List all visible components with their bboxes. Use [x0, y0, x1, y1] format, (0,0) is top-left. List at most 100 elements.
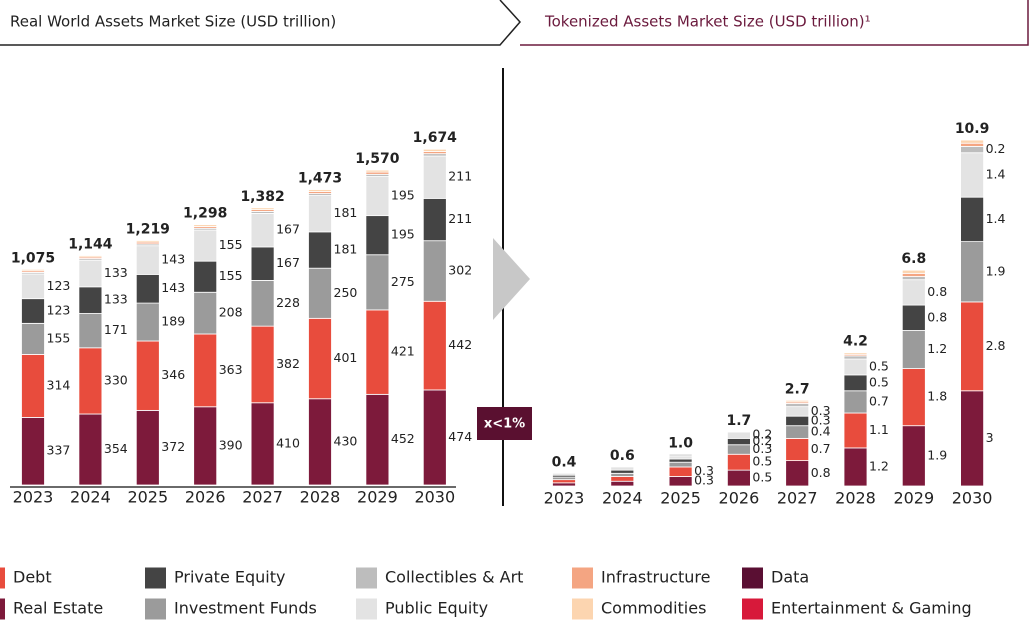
segment-label: 0.5: [869, 374, 889, 389]
segment-label: 250: [334, 285, 358, 300]
bar-segment: [668, 455, 693, 460]
segment-label: 1.9: [927, 447, 947, 462]
bar-segment: [21, 322, 45, 355]
legend-label: Private Equity: [174, 568, 285, 587]
bar-segment: [668, 453, 693, 457]
segment-label: 181: [334, 242, 358, 257]
segment-label: 0.5: [752, 454, 772, 469]
bar-segment: [901, 368, 926, 427]
segment-label: 133: [104, 292, 128, 307]
bar-segment: [960, 196, 984, 243]
segment-label: 211: [448, 211, 472, 226]
segment-label: 1.2: [927, 341, 947, 356]
segment-label: 442: [448, 337, 472, 352]
segment-label: 0.8: [927, 309, 947, 324]
bar-segment: [250, 246, 275, 281]
x-tick-label: 2029: [893, 489, 934, 508]
segment-label: 430: [334, 433, 358, 448]
total-label: 10.9: [955, 121, 990, 137]
chart: 0.420230.620240.30.31.020250.50.50.30.20…: [544, 121, 1006, 507]
segment-label: 354: [104, 441, 128, 456]
legend-swatch: [356, 598, 377, 620]
bar-segment: [785, 425, 810, 439]
x-tick-label: 2023: [544, 489, 585, 508]
x-tick-label: 2030: [952, 489, 993, 508]
segment-label: 330: [104, 372, 128, 387]
segment-label: 0.7: [869, 393, 889, 408]
segment-label: 143: [161, 280, 185, 295]
segment-label: 0.7: [811, 441, 831, 456]
bar-segment: [727, 469, 751, 487]
bar-segment: [78, 347, 103, 415]
bar-segment: [901, 276, 926, 281]
legend-label: Commodities: [601, 599, 706, 618]
legend-swatch: [0, 598, 5, 620]
bar-segment: [901, 272, 926, 277]
x-tick-label: 2028: [300, 488, 341, 507]
legend-label: Debt: [13, 568, 52, 587]
bar-segment: [78, 259, 103, 288]
bar-segment: [422, 155, 447, 199]
bar-segment: [901, 330, 926, 369]
bar-segment: [308, 231, 332, 269]
total-label: 1,144: [68, 237, 113, 253]
segment-label: 390: [219, 437, 243, 452]
ratio-badge-box: [477, 407, 532, 440]
bar-segment: [250, 402, 275, 486]
bar-segment: [308, 195, 332, 233]
bar-segment: [135, 273, 160, 304]
segment-label: 189: [161, 314, 185, 329]
x-tick-label: 2025: [660, 489, 701, 508]
bar-segment: [365, 215, 390, 256]
segment-label: 208: [219, 305, 243, 320]
right-title: Tokenized Assets Market Size (USD trilli…: [544, 13, 871, 31]
bar-segment: [78, 255, 103, 258]
total-label: 1,473: [298, 171, 342, 187]
bar-segment: [901, 269, 926, 274]
bar-segment: [193, 291, 218, 335]
x-tick-label: 2027: [242, 488, 283, 507]
segment-label: 195: [391, 227, 415, 242]
bar-segment: [610, 480, 635, 487]
segment-label: 123: [47, 278, 71, 293]
total-label: 1.7: [726, 413, 751, 429]
bar-segment: [365, 254, 390, 311]
segment-label: 314: [47, 377, 71, 392]
bar-segment: [21, 417, 45, 486]
legend-swatch: [572, 598, 593, 620]
x-tick-label: 2024: [602, 489, 643, 508]
segment-label: 337: [47, 443, 71, 458]
legend-swatch: [742, 598, 763, 620]
bar-segment: [422, 148, 447, 152]
bar-segment: [901, 304, 926, 331]
total-label: 1,219: [126, 222, 170, 238]
legend-label: Entertainment & Gaming: [771, 599, 972, 618]
bar-segment: [668, 476, 693, 487]
segment-label: 410: [276, 435, 300, 450]
x-tick-label: 2025: [127, 488, 168, 507]
segment-label: 181: [334, 205, 358, 220]
bar-segment: [960, 142, 984, 147]
legend-label: Infrastructure: [601, 568, 710, 587]
x-tick-label: 2023: [13, 488, 54, 507]
bar-segment: [308, 189, 332, 192]
bar-segment: [193, 406, 218, 486]
x-tick-label: 2026: [719, 489, 760, 508]
chart: 337 314 155 123 123 1,075 2023 354 330 171 133 133 1…: [10, 130, 472, 507]
bar-segment: [422, 197, 447, 242]
bar-segment: [21, 298, 45, 324]
legend: Debt Real Estate Private Equity Investment …: [0, 567, 972, 620]
bar-segment: [785, 460, 810, 487]
segment-label: 0.3: [694, 473, 714, 488]
bar-segment: [610, 476, 635, 482]
bar-segment: [78, 286, 103, 314]
bar-segment: [78, 313, 103, 349]
bar-segment: [250, 207, 275, 211]
bar-segment: [727, 444, 751, 455]
bar-segment: [422, 389, 447, 486]
total-label: 0.6: [610, 448, 635, 464]
legend-swatch: [356, 567, 377, 589]
x-tick-label: 2029: [357, 488, 398, 507]
bar-segment: [785, 403, 810, 408]
total-label: 1,570: [355, 151, 400, 167]
